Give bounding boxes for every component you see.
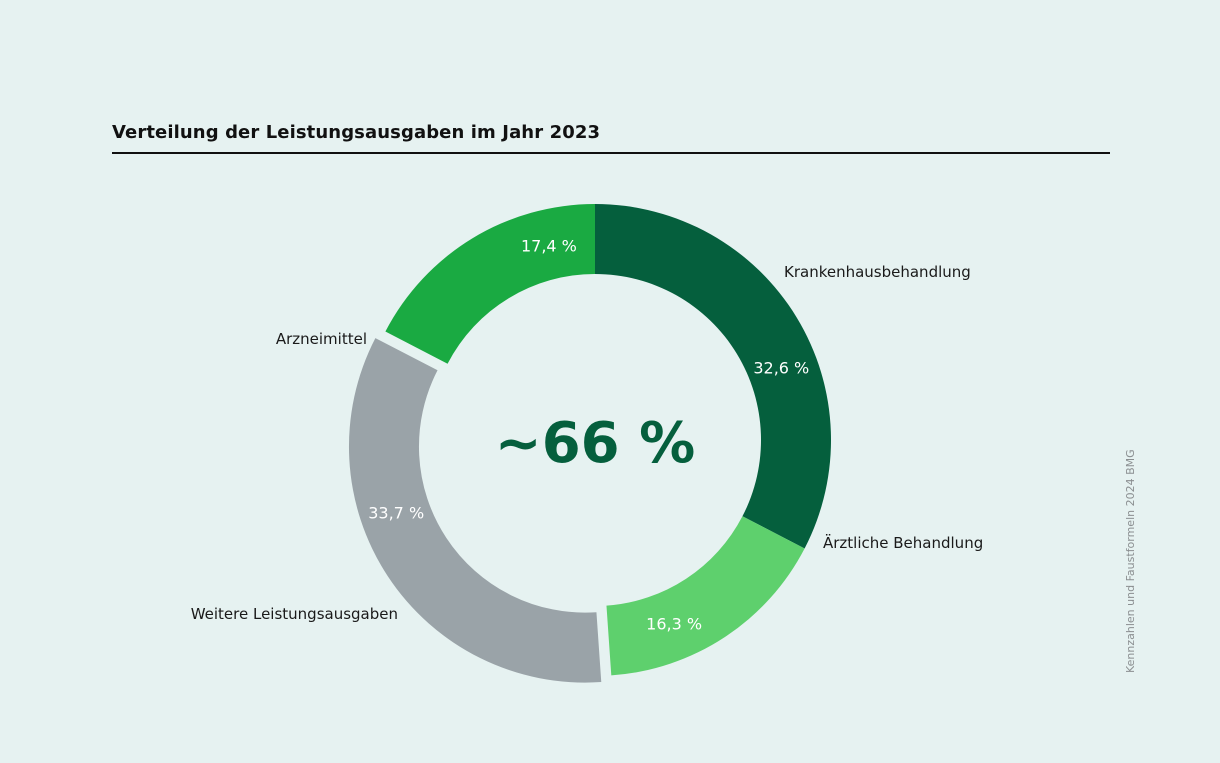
value-label-weitere-leistungsausgaben: 33,7 % xyxy=(368,504,424,523)
value-label-arzneimittel: 17,4 % xyxy=(521,236,577,255)
category-label-aerztliche-behandlung: Ärztliche Behandlung xyxy=(823,533,983,552)
value-label-krankenhausbehandlung: 32,6 % xyxy=(753,358,809,377)
title-divider xyxy=(112,152,1110,154)
category-label-weitere-leistungsausgaben: Weitere Leistungsausgaben xyxy=(191,605,398,623)
center-label: ~66 % xyxy=(495,411,695,476)
category-label-krankenhausbehandlung: Krankenhausbehandlung xyxy=(784,263,971,281)
slice-aerztliche-behandlung xyxy=(606,516,805,676)
source-text: Kennzahlen und Faustformeln 2024 BMG xyxy=(1124,449,1137,673)
category-label-arzneimittel: Arzneimittel xyxy=(276,330,367,348)
slice-weitere-leistungsausgaben xyxy=(348,338,602,683)
slice-krankenhausbehandlung xyxy=(595,203,831,549)
source-note: Kennzahlen und Faustformeln 2024 BMG xyxy=(1124,445,1140,673)
chart-title: Verteilung der Leistungsausgaben im Jahr… xyxy=(112,122,601,143)
slice-arzneimittel xyxy=(385,204,595,364)
value-label-aerztliche-behandlung: 16,3 % xyxy=(646,615,702,634)
